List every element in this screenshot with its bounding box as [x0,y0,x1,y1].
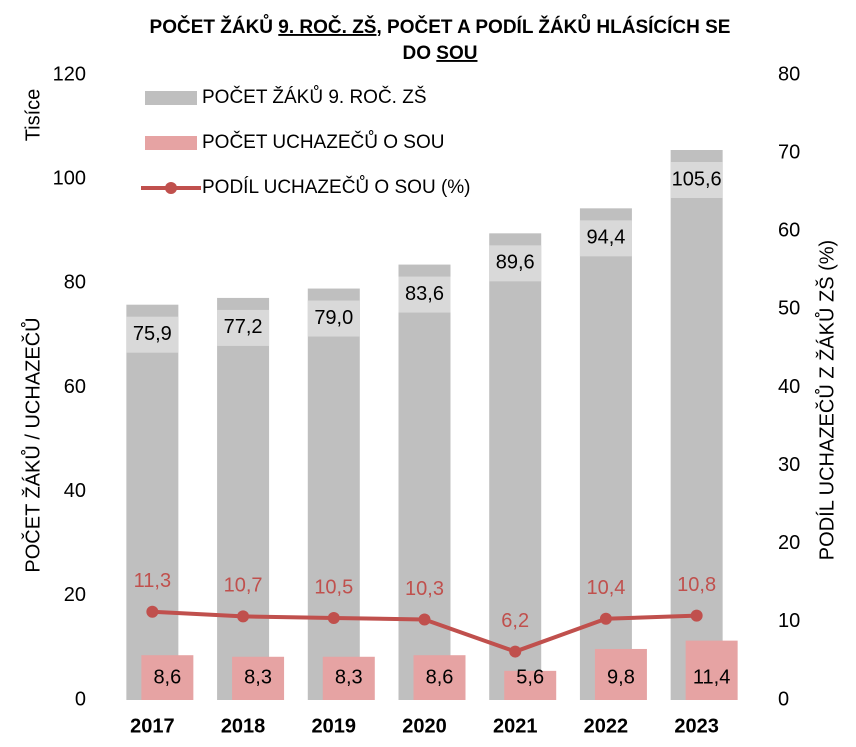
bar [685,640,738,700]
y-tick-label: 20 [64,584,86,606]
label-box [126,316,179,353]
data-label: 9,8 [607,666,635,688]
x-tick-label: 2022 [584,715,629,737]
title-part: POČET ŽÁKŮ [150,15,279,38]
y-tick-label: 80 [64,272,86,294]
data-label: 10,7 [224,575,263,597]
line-marker [599,612,612,625]
y-tick-label: 100 [53,167,86,189]
y-tick-label: 40 [64,480,86,502]
bar [141,655,194,700]
data-label: 11,3 [134,570,171,592]
legend-swatch [165,182,177,194]
y2-tick-label: 30 [778,454,800,476]
x-tick-label: 2019 [312,715,357,737]
bar [398,264,451,700]
title-part: DO [403,43,437,64]
data-label: 8,3 [335,666,363,688]
title-part: , POČET A PODÍL ŽÁKŮ HLÁSÍCÍCH SE [376,15,730,38]
y2-tick-label: 50 [778,298,800,320]
bar [594,648,647,700]
x-tick-label: 2017 [130,715,175,737]
y2-tick-label: 40 [778,376,800,398]
line-marker [690,609,703,622]
data-label: 8,3 [244,666,272,688]
x-tick-label: 2021 [493,715,538,737]
bar [307,288,360,700]
line-marker [418,613,431,626]
legend-label: POČET ŽÁKŮ 9. ROČ. ZŠ [202,86,427,108]
label-box [579,220,632,257]
data-label: 94,4 [586,227,625,249]
y2-tick-label: 0 [778,688,789,710]
data-label: 10,3 [405,578,444,600]
y2-tick-label: 70 [778,141,800,163]
chart-title: POČET ŽÁKŮ 9. ROČ. ZŠ, POČET A PODÍL ŽÁK… [150,15,731,64]
bar [126,304,179,700]
legend-label: PODÍL UCHAZEČŮ O SOU (%) [202,176,471,198]
y2-tick-label: 10 [778,610,800,632]
legend-label: POČET UCHAZEČŮ O SOU [202,131,444,153]
line-marker [509,645,522,658]
data-label: 11,4 [693,666,730,688]
data-label: 10,8 [677,574,716,596]
bar [322,656,375,700]
data-label: 5,6 [516,666,544,688]
data-label: 10,4 [586,577,625,599]
x-tick-label: 2023 [674,715,719,737]
label-box [307,300,360,337]
y2-tick-label: 20 [778,532,800,554]
label-box [217,309,270,346]
label-box [670,162,723,198]
x-tick-label: 2018 [221,715,266,737]
y-tick-label: 60 [64,376,86,398]
legend-swatch [145,136,197,150]
data-label: 105,6 [672,168,722,190]
y2-tick-label: 60 [778,220,800,242]
bar [232,656,285,700]
y-tick-label: 0 [75,688,86,710]
line-marker [237,610,250,623]
data-label: 89,6 [496,252,535,274]
y2-axis-label: PODÍL UCHAZEČŮ Z ŽÁKŮ ZŠ (%) [814,240,838,560]
data-label: 75,9 [133,323,172,345]
line-marker [146,605,159,618]
x-tick-label: 2020 [402,715,447,737]
bar [670,150,723,700]
data-label: 6,2 [501,610,529,632]
data-label: 79,0 [314,307,353,329]
data-label: 10,5 [314,576,353,598]
bar [217,297,270,700]
legend-swatch [145,91,197,105]
data-label: 8,6 [153,666,181,688]
y-unit-label: Tisíce [22,89,44,142]
label-box [398,276,451,313]
label-box [489,245,542,282]
y2-tick-label: 80 [778,63,800,85]
title-part: SOU [436,43,477,64]
line-marker [327,611,340,624]
bar [504,670,557,700]
title-part: 9. ROČ. ZŠ [278,16,376,38]
bar [489,233,542,701]
bar [413,655,466,700]
data-label: 77,2 [224,316,263,338]
data-label: 83,6 [405,283,444,305]
data-label: 8,6 [426,666,454,688]
y-axis-label: POČET ŽÁKŮ / UCHAZEČŮ [20,317,44,572]
y-tick-label: 120 [53,63,86,85]
